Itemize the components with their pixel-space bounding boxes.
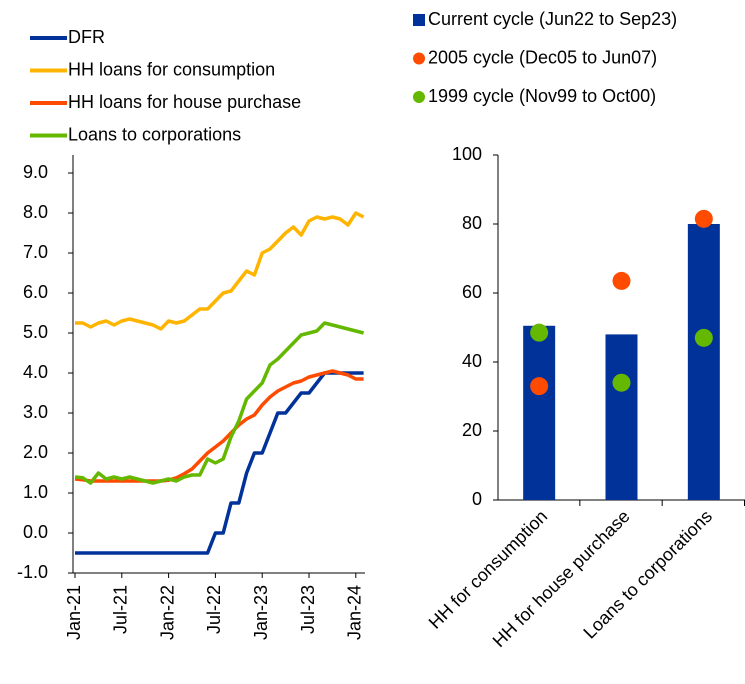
y-tick-label: 1.0 [23,482,48,502]
bar [687,224,720,500]
x-tick-label: Jul-22 [204,585,224,634]
dot [612,373,631,392]
legend-label: HH loans for consumption [68,59,275,79]
dot [530,323,549,342]
y-tick-label: 9.0 [23,162,48,182]
legend-swatch [413,14,425,26]
x-tick-label: Jul-21 [111,585,131,634]
x-tick-label: Jan-22 [157,585,177,640]
y-tick-label: 20 [462,420,482,440]
y-tick-label: 2.0 [23,442,48,462]
legend-label: Loans to corporations [68,124,241,144]
legend-label: DFR [68,27,105,47]
x-tick-label: Jan-24 [345,585,365,640]
y-tick-label: 8.0 [23,202,48,222]
dot [694,328,713,347]
y-tick-label: 7.0 [23,242,48,262]
y-tick-label: 4.0 [23,362,48,382]
legend-swatch [413,91,425,103]
legend-label: HH loans for house purchase [68,92,301,112]
y-tick-label: 40 [462,351,482,371]
x-tick-label: Jul-23 [298,585,318,634]
y-tick-label: 100 [452,144,482,164]
line [75,371,364,555]
line [74,321,365,485]
dot [530,377,549,396]
line [75,211,365,331]
bar [605,334,638,500]
x-tick-label: Jan-23 [251,585,271,640]
dot [612,271,631,290]
x-tick-label: HH for house purchase [489,506,634,651]
bar [523,325,556,500]
legend-label: 1999 cycle (Nov99 to Oct00) [428,86,656,106]
legend-label: 2005 cycle (Dec05 to Jun07) [428,47,657,67]
x-tick-label: Jan-21 [64,585,84,640]
legend-label: Current cycle (Jun22 to Sep23) [428,9,677,29]
y-tick-label: 80 [462,213,482,233]
y-tick-label: 0.0 [23,522,48,542]
legend-swatch [413,52,425,65]
line [74,369,364,483]
y-tick-label: 5.0 [23,322,48,342]
dot [694,209,713,228]
y-tick-label: 0 [472,489,482,509]
y-tick-label: -1.0 [17,562,48,582]
y-tick-label: 3.0 [23,402,48,422]
y-tick-label: 6.0 [23,282,48,302]
y-tick-label: 60 [462,282,482,302]
